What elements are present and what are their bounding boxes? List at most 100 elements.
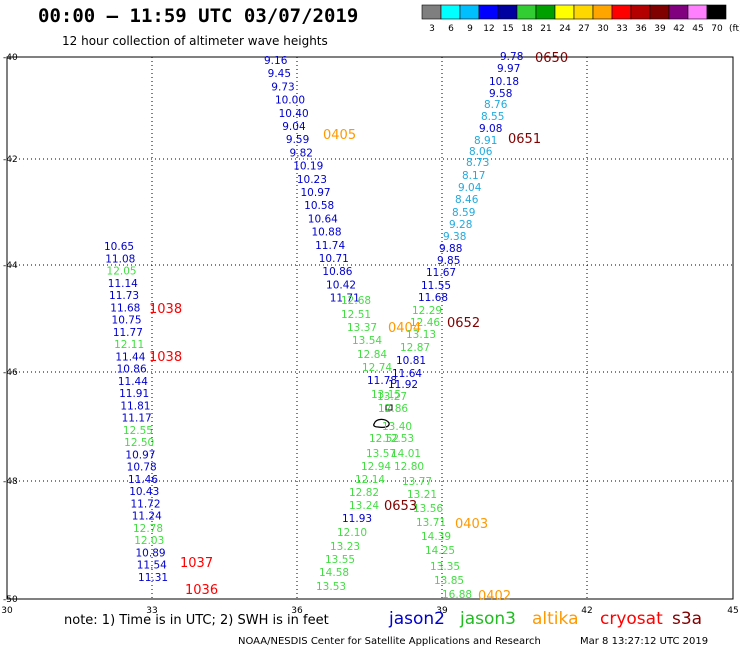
latitude-label: -50: [3, 595, 18, 605]
wave-height-value: 11.31: [138, 572, 168, 584]
colorbar-label: 27: [578, 24, 589, 34]
wave-height-value: 14.58: [319, 567, 349, 579]
longitude-label: 33: [146, 606, 157, 616]
wave-height-value: 12.05: [107, 266, 137, 278]
wave-height-value: 12.68: [341, 295, 371, 307]
wave-height-value: 13.57: [366, 448, 396, 460]
colorbar-label: 21: [540, 24, 551, 34]
wave-height-value: 13.85: [434, 575, 464, 587]
wave-height-value: 11.74: [315, 240, 345, 252]
wave-height-value: 11.44: [115, 351, 145, 363]
colorbar-label: 33: [616, 24, 627, 34]
wave-height-value: 12.46: [410, 317, 440, 329]
wave-height-value: 8.55: [481, 111, 504, 123]
page-title: 00:00 – 11:59 UTC 03/07/2019: [38, 5, 358, 27]
wave-height-value: 11.72: [130, 498, 160, 510]
colorbar-label: 9: [467, 24, 473, 34]
colorbar-label: 6: [448, 24, 454, 34]
islet-outline: [385, 404, 393, 411]
wave-height-value: 10.65: [104, 241, 134, 253]
wave-height-value: 12.51: [341, 309, 371, 321]
wave-height-value: 8.76: [484, 99, 508, 111]
colorbar-swatch: [592, 4, 613, 20]
wave-height-value: 10.75: [112, 315, 142, 327]
satellite-legend-altika: altika: [532, 609, 579, 629]
colorbar-unit: (ft): [729, 24, 740, 34]
map-frame: [6, 56, 734, 600]
colorbar-label: 70: [711, 24, 723, 34]
wave-height-value: 8.46: [455, 194, 479, 206]
wave-height-value: 13.21: [407, 489, 437, 501]
wave-height-value: 13.24: [349, 500, 379, 512]
wave-height-value: 9.78: [500, 51, 523, 63]
wave-height-value: 11.54: [137, 560, 167, 572]
wave-height-value: 13.15: [371, 389, 401, 401]
wave-height-value: 13.23: [330, 541, 360, 553]
colorbar-swatch: [421, 4, 442, 20]
credit-text: NOAA/NESDIS Center for Satellite Applica…: [238, 636, 541, 647]
colorbar-swatch: [516, 4, 537, 20]
wave-height-value: 12.11: [114, 339, 144, 351]
colorbar-swatch: [535, 4, 556, 20]
wave-height-value: 9.04: [282, 121, 306, 133]
wave-height-value: 11.24: [132, 511, 162, 523]
wave-height-value: 12.78: [133, 523, 163, 535]
latitude-label: -40: [3, 53, 18, 63]
wave-height-value: 14.25: [425, 545, 455, 557]
wave-height-value: 9.82: [290, 147, 313, 159]
pass-time-labels: 0650 0651 0405 1038 1038 0404 0652 0653 0403 1037…: [149, 51, 568, 604]
wave-height-value: 10.97: [125, 449, 155, 461]
wave-height-value: 12.86: [378, 403, 408, 415]
wave-height-value: 12.55: [123, 425, 153, 437]
wave-height-value: 12.87: [400, 342, 430, 354]
longitude-label: 30: [1, 606, 13, 616]
wave-height-value: 8.73: [466, 157, 489, 169]
pass-time-label: 1037: [180, 556, 213, 571]
wave-height-value: 9.73: [271, 81, 294, 93]
page-subtitle: 12 hour collection of altimeter wave hei…: [62, 34, 328, 48]
wave-height-value: 10.43: [129, 486, 159, 498]
wave-height-value: 10.97: [301, 187, 331, 199]
wave-height-value: 12.53: [384, 433, 414, 445]
colorbar-swatch: [440, 4, 461, 20]
wave-height-value: 10.86: [117, 364, 147, 376]
colorbar-label: 3: [429, 24, 435, 34]
wave-height-value: 12.14: [355, 474, 385, 486]
wave-height-value: 13.40: [382, 421, 412, 433]
wave-height-value: 13.35: [430, 561, 460, 573]
wave-height-value: 11.14: [108, 278, 138, 290]
wave-height-value: 9.38: [443, 231, 466, 243]
longitude-label: 36: [291, 606, 303, 616]
wave-height-value: 8.06: [469, 146, 493, 158]
wave-height-value: 11.46: [128, 474, 158, 486]
latitude-label: -44: [3, 261, 18, 271]
colorbar-swatch: [687, 4, 708, 20]
wave-height-value: 13.71: [416, 517, 446, 529]
colorbar-swatch: [649, 4, 670, 20]
latitude-label: -42: [3, 155, 18, 165]
colorbar-swatch: [668, 4, 689, 20]
wave-height-value: 10.86: [322, 266, 352, 278]
pass-time-label: 0402: [478, 589, 511, 604]
note-text: note: 1) Time is in UTC; 2) SWH is in fe…: [64, 613, 329, 628]
wave-height-value: 12.84: [357, 349, 387, 361]
wave-height-value: 11.78: [367, 375, 397, 387]
wave-height-value: 8.17: [462, 170, 485, 182]
colorbar-label: 15: [502, 24, 513, 34]
wave-height-value: 9.08: [479, 123, 502, 135]
wave-height-value: 10.00: [275, 95, 305, 107]
colorbar-swatch: [554, 4, 575, 20]
wave-height-value: 12.80: [394, 461, 424, 473]
colorbar-swatch: [611, 4, 632, 20]
wave-height-value: 11.68: [110, 302, 140, 314]
wave-height-value: 11.73: [109, 290, 139, 302]
colorbar-swatch: [459, 4, 480, 20]
wave-height-value: 12.94: [361, 461, 391, 473]
pass-time-label: 0404: [388, 321, 421, 336]
satellite-legend-jason2: jason2: [388, 609, 445, 629]
colorbar-label: 45: [692, 24, 703, 34]
wave-height-value: 8.59: [452, 207, 475, 219]
wave-height-value: 10.58: [304, 200, 334, 212]
